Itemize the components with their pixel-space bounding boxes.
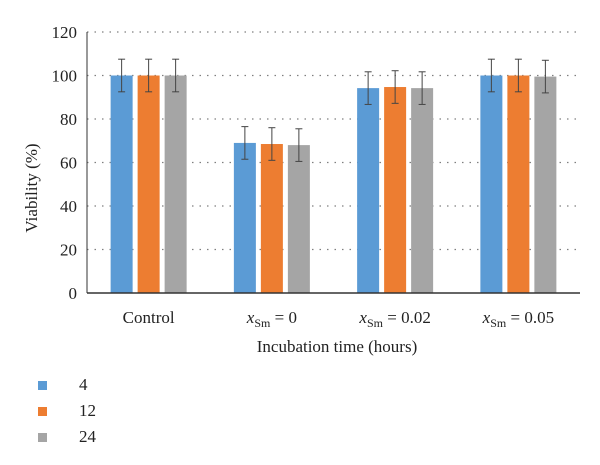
x-tick-subscript: Sm — [490, 316, 507, 330]
x-tick-subscript: Sm — [254, 316, 271, 330]
bar-4-1 — [233, 142, 256, 293]
error-bar-12-2 — [391, 70, 399, 104]
error-bar-12-1 — [268, 127, 276, 161]
legend-item-4: 4 — [38, 372, 96, 398]
y-tick-label: 60 — [60, 154, 77, 173]
x-tick-variable: x — [246, 308, 255, 327]
bar-12-0 — [137, 75, 160, 293]
bar-24-2 — [411, 88, 434, 294]
bar-4-0 — [110, 75, 133, 293]
x-tick-subscript: Sm — [367, 316, 384, 330]
y-tick-label: 120 — [52, 23, 78, 42]
x-tick-labels: Control xSm = 0 xSm = 0.02 xSm = 0.05 — [123, 308, 554, 330]
bar-4-3 — [480, 75, 503, 293]
bar-24-1 — [287, 145, 310, 293]
legend-label: 4 — [79, 375, 88, 394]
error-bar-4-1 — [241, 126, 249, 160]
x-tick-label: xSm = 0.05 — [482, 308, 554, 330]
y-tick-label: 80 — [60, 110, 77, 129]
legend-swatch — [38, 406, 47, 416]
x-axis-title: Incubation time (hours) — [257, 337, 418, 356]
y-tick-label: 0 — [69, 284, 78, 303]
error-bar-4-2 — [364, 71, 372, 105]
bar-12-3 — [507, 75, 530, 293]
error-bar-24-0 — [172, 58, 180, 93]
legend-label: 12 — [79, 401, 96, 420]
bar-24-3 — [534, 76, 557, 294]
legend-label: 24 — [79, 427, 96, 446]
bar-12-2 — [384, 87, 407, 293]
x-tick-text: = 0.02 — [383, 308, 431, 327]
gridlines — [87, 31, 580, 251]
y-tick-label: 40 — [60, 197, 77, 216]
error-bar-12-0 — [145, 58, 153, 93]
x-tick-label: xSm = 0 — [246, 308, 297, 330]
bar-4-2 — [357, 88, 380, 294]
x-tick-label: xSm = 0.02 — [358, 308, 430, 330]
y-tick-label: 100 — [52, 67, 78, 86]
legend-item-24: 24 — [38, 424, 96, 450]
error-bar-24-1 — [295, 128, 303, 162]
bars — [110, 75, 557, 294]
legend-item-12: 12 — [38, 398, 96, 424]
bar-24-0 — [164, 75, 187, 293]
y-tick-labels: 0 20 40 60 80 100 120 — [52, 23, 78, 303]
legend-swatch — [38, 432, 47, 442]
x-tick-text: Control — [123, 308, 175, 327]
error-bar-24-2 — [418, 71, 426, 105]
error-bar-4-3 — [487, 58, 495, 93]
x-tick-label: Control — [123, 308, 175, 327]
x-tick-text: = 0 — [270, 308, 297, 327]
error-bars — [118, 58, 549, 162]
y-tick-label: 20 — [60, 241, 77, 260]
legend-swatch — [38, 380, 47, 390]
error-bar-4-0 — [118, 58, 126, 93]
x-tick-variable: x — [358, 308, 367, 327]
y-axis-title: Viability (%) — [22, 143, 41, 232]
error-bar-24-3 — [541, 59, 549, 94]
legend: 4 12 24 — [38, 372, 96, 450]
error-bar-12-3 — [514, 58, 522, 93]
x-tick-variable: x — [482, 308, 491, 327]
x-tick-text: = 0.05 — [506, 308, 554, 327]
bar-12-1 — [260, 144, 283, 293]
